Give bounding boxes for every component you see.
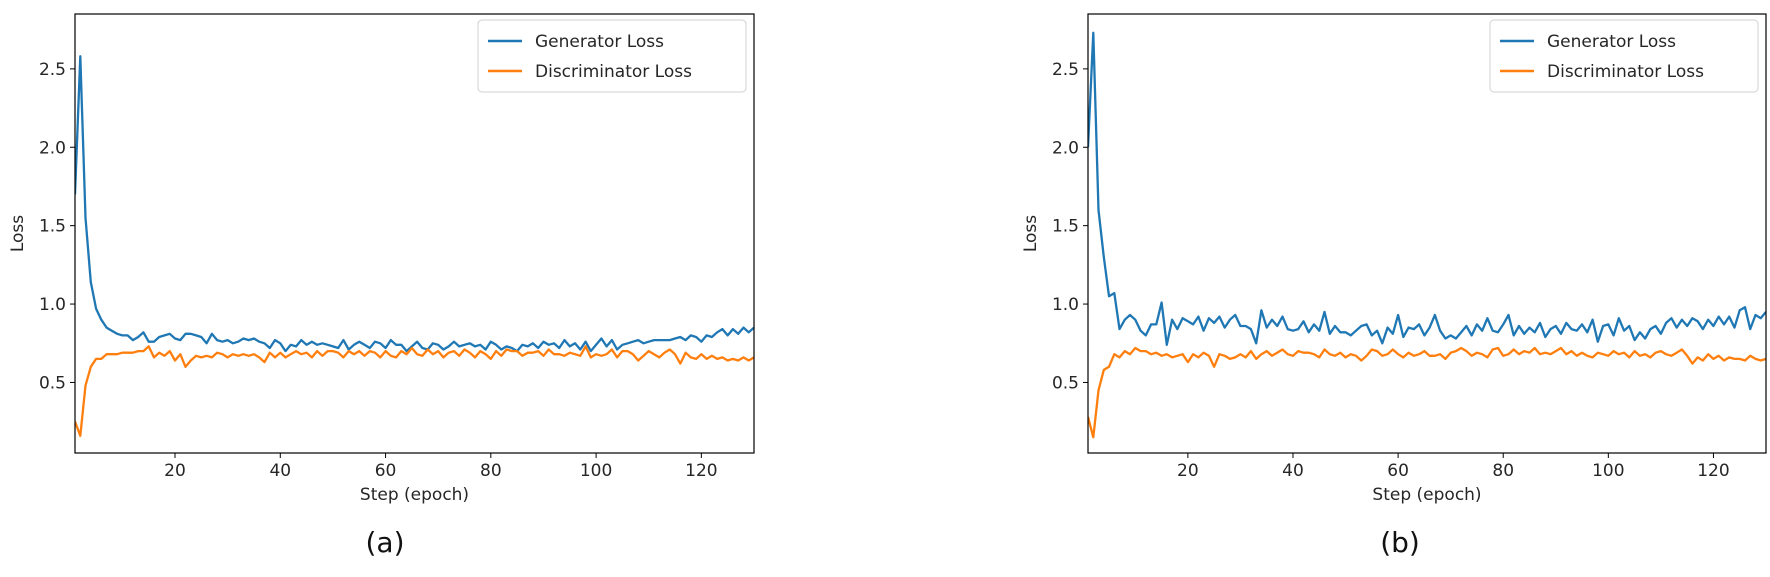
panel-label: (a) — [365, 526, 404, 559]
y-tick-label: 2.0 — [1052, 138, 1079, 158]
x-tick-label: 80 — [1492, 461, 1514, 481]
chart-panel-a: 20 40 60 80 100 120 0.5 1.0 1.5 2.0 2.5 Step (epoch… — [8, 13, 755, 559]
y-axis-label: Loss — [8, 215, 28, 252]
x-tick-label: 40 — [1282, 461, 1304, 481]
legend-box — [477, 19, 747, 93]
x-tick-label: 40 — [269, 461, 291, 481]
generator-loss-line — [75, 55, 754, 353]
legend-box — [1489, 19, 1759, 93]
legend-label: Generator Loss — [1547, 32, 1676, 52]
y-axis-label: Loss — [1021, 215, 1041, 252]
y-tick-label: 1.5 — [39, 217, 66, 237]
y-tick-label: 2.0 — [39, 138, 66, 158]
discriminator-loss-line — [1088, 346, 1766, 439]
y-tick-label: 1.0 — [39, 295, 66, 315]
x-axis-label: Step (epoch) — [360, 485, 469, 505]
y-tick-label: 0.5 — [39, 373, 66, 393]
y-tick-label: 2.5 — [1052, 60, 1079, 80]
x-tick-label: 120 — [685, 461, 717, 481]
x-tick-label: 20 — [1177, 461, 1199, 481]
legend-label: Generator Loss — [535, 32, 664, 52]
x-axis-label: Step (epoch) — [1372, 485, 1481, 505]
y-tick-label: 1.0 — [1052, 295, 1079, 315]
y-tick-label: 2.5 — [39, 60, 66, 80]
x-tick-label: 80 — [480, 461, 502, 481]
legend-label: Discriminator Loss — [1547, 62, 1704, 82]
plot-frame — [1087, 13, 1767, 454]
x-tick-label: 20 — [164, 461, 186, 481]
generator-loss-line — [1088, 31, 1766, 346]
legend-label: Discriminator Loss — [535, 62, 692, 82]
x-tick-label: 60 — [375, 461, 397, 481]
y-tick-label: 1.5 — [1052, 217, 1079, 237]
chart-panel-b: 20 40 60 80 100 120 0.5 1.0 1.5 2.0 2.5 Step (epoch… — [1021, 13, 1767, 559]
panel-label: (b) — [1380, 526, 1420, 559]
discriminator-loss-line — [75, 345, 754, 437]
x-tick-label: 100 — [1592, 461, 1624, 481]
x-tick-label: 120 — [1697, 461, 1729, 481]
plot-frame — [74, 13, 755, 454]
x-tick-label: 100 — [580, 461, 612, 481]
x-tick-label: 60 — [1387, 461, 1409, 481]
y-tick-label: 0.5 — [1052, 373, 1079, 393]
